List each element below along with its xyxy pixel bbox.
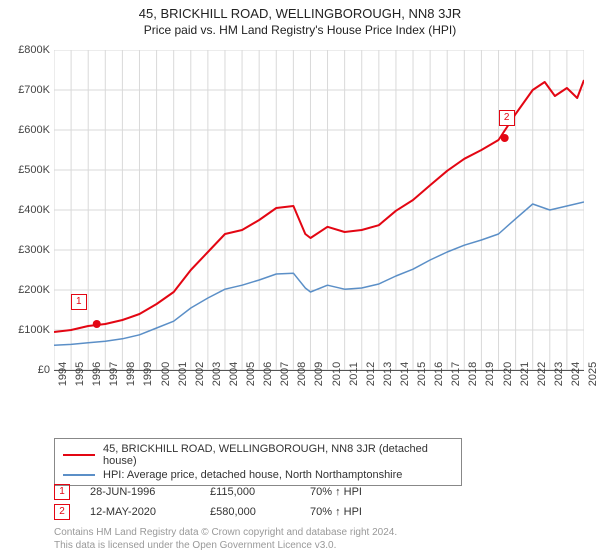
legend-item: HPI: Average price, detached house, Nort… [63, 469, 453, 481]
sale-marker: 1 [54, 484, 70, 500]
x-axis-label: 1998 [125, 362, 137, 386]
chart-svg [54, 50, 584, 370]
chart-title: 45, BRICKHILL ROAD, WELLINGBOROUGH, NN8 … [0, 6, 600, 21]
x-axis-label: 2025 [587, 362, 599, 386]
sale-row: 1 28-JUN-1996£115,00070% ↑ HPI [54, 484, 362, 500]
x-axis-label: 2005 [245, 362, 257, 386]
sale-marker: 2 [54, 504, 70, 520]
x-axis-label: 2003 [211, 362, 223, 386]
plot-region: 12 [54, 50, 584, 371]
y-axis-label: £200K [0, 284, 50, 296]
x-axis-label: 2012 [365, 362, 377, 386]
legend-label: 45, BRICKHILL ROAD, WELLINGBOROUGH, NN8 … [103, 443, 453, 467]
sale-price: £580,000 [210, 506, 310, 518]
footer-attribution: Contains HM Land Registry data © Crown c… [54, 526, 397, 552]
chart-area: 12 £0£100K£200K£300K£400K£500K£600K£700K… [54, 50, 584, 400]
legend-item: 45, BRICKHILL ROAD, WELLINGBOROUGH, NN8 … [63, 443, 453, 467]
legend-swatch [63, 454, 95, 456]
x-axis-label: 1996 [91, 362, 103, 386]
sale-pct: 70% ↑ HPI [310, 486, 362, 498]
y-axis-label: £600K [0, 124, 50, 136]
title-block: 45, BRICKHILL ROAD, WELLINGBOROUGH, NN8 … [0, 0, 600, 37]
x-axis-label: 1999 [142, 362, 154, 386]
x-axis-label: 2007 [279, 362, 291, 386]
x-axis-label: 2006 [262, 362, 274, 386]
x-axis-label: 2002 [194, 362, 206, 386]
sale-callout-2: 2 [499, 110, 515, 126]
y-axis-label: £400K [0, 204, 50, 216]
x-axis-label: 2000 [160, 362, 172, 386]
x-axis-label: 2017 [450, 362, 462, 386]
sale-row: 2 12-MAY-2020£580,00070% ↑ HPI [54, 504, 362, 520]
x-axis-label: 2022 [536, 362, 548, 386]
x-axis-label: 2015 [416, 362, 428, 386]
footer-line2: This data is licensed under the Open Gov… [54, 539, 397, 552]
x-axis-label: 1995 [74, 362, 86, 386]
x-axis-label: 2008 [296, 362, 308, 386]
y-axis-label: £0 [0, 364, 50, 376]
x-axis-label: 2011 [348, 362, 360, 386]
footer-line1: Contains HM Land Registry data © Crown c… [54, 526, 397, 539]
sale-date: 12-MAY-2020 [90, 506, 210, 518]
x-axis-label: 2013 [382, 362, 394, 386]
x-axis-label: 1997 [108, 362, 120, 386]
x-axis-label: 2019 [484, 362, 496, 386]
sale-callout-1: 1 [71, 294, 87, 310]
x-axis-label: 2021 [519, 362, 531, 386]
y-axis-label: £300K [0, 244, 50, 256]
sales-table: 1 28-JUN-1996£115,00070% ↑ HPI 2 12-MAY-202… [54, 484, 362, 524]
y-axis-label: £800K [0, 44, 50, 56]
x-axis-label: 1994 [57, 362, 69, 386]
sale-price: £115,000 [210, 486, 310, 498]
x-axis-label: 2016 [433, 362, 445, 386]
x-axis-label: 2009 [313, 362, 325, 386]
x-axis-label: 2018 [467, 362, 479, 386]
legend-label: HPI: Average price, detached house, Nort… [103, 469, 402, 481]
x-axis-label: 2001 [177, 362, 189, 386]
sale-pct: 70% ↑ HPI [310, 506, 362, 518]
y-axis-label: £700K [0, 84, 50, 96]
y-axis-label: £500K [0, 164, 50, 176]
x-axis-label: 2004 [228, 362, 240, 386]
sale-date: 28-JUN-1996 [90, 486, 210, 498]
y-axis-label: £100K [0, 324, 50, 336]
x-axis-label: 2020 [502, 362, 514, 386]
x-axis-label: 2010 [331, 362, 343, 386]
x-axis-label: 2023 [553, 362, 565, 386]
x-axis-label: 2024 [570, 362, 582, 386]
chart-subtitle: Price paid vs. HM Land Registry's House … [0, 23, 600, 37]
legend-swatch [63, 474, 95, 476]
x-axis-label: 2014 [399, 362, 411, 386]
legend: 45, BRICKHILL ROAD, WELLINGBOROUGH, NN8 … [54, 438, 462, 486]
